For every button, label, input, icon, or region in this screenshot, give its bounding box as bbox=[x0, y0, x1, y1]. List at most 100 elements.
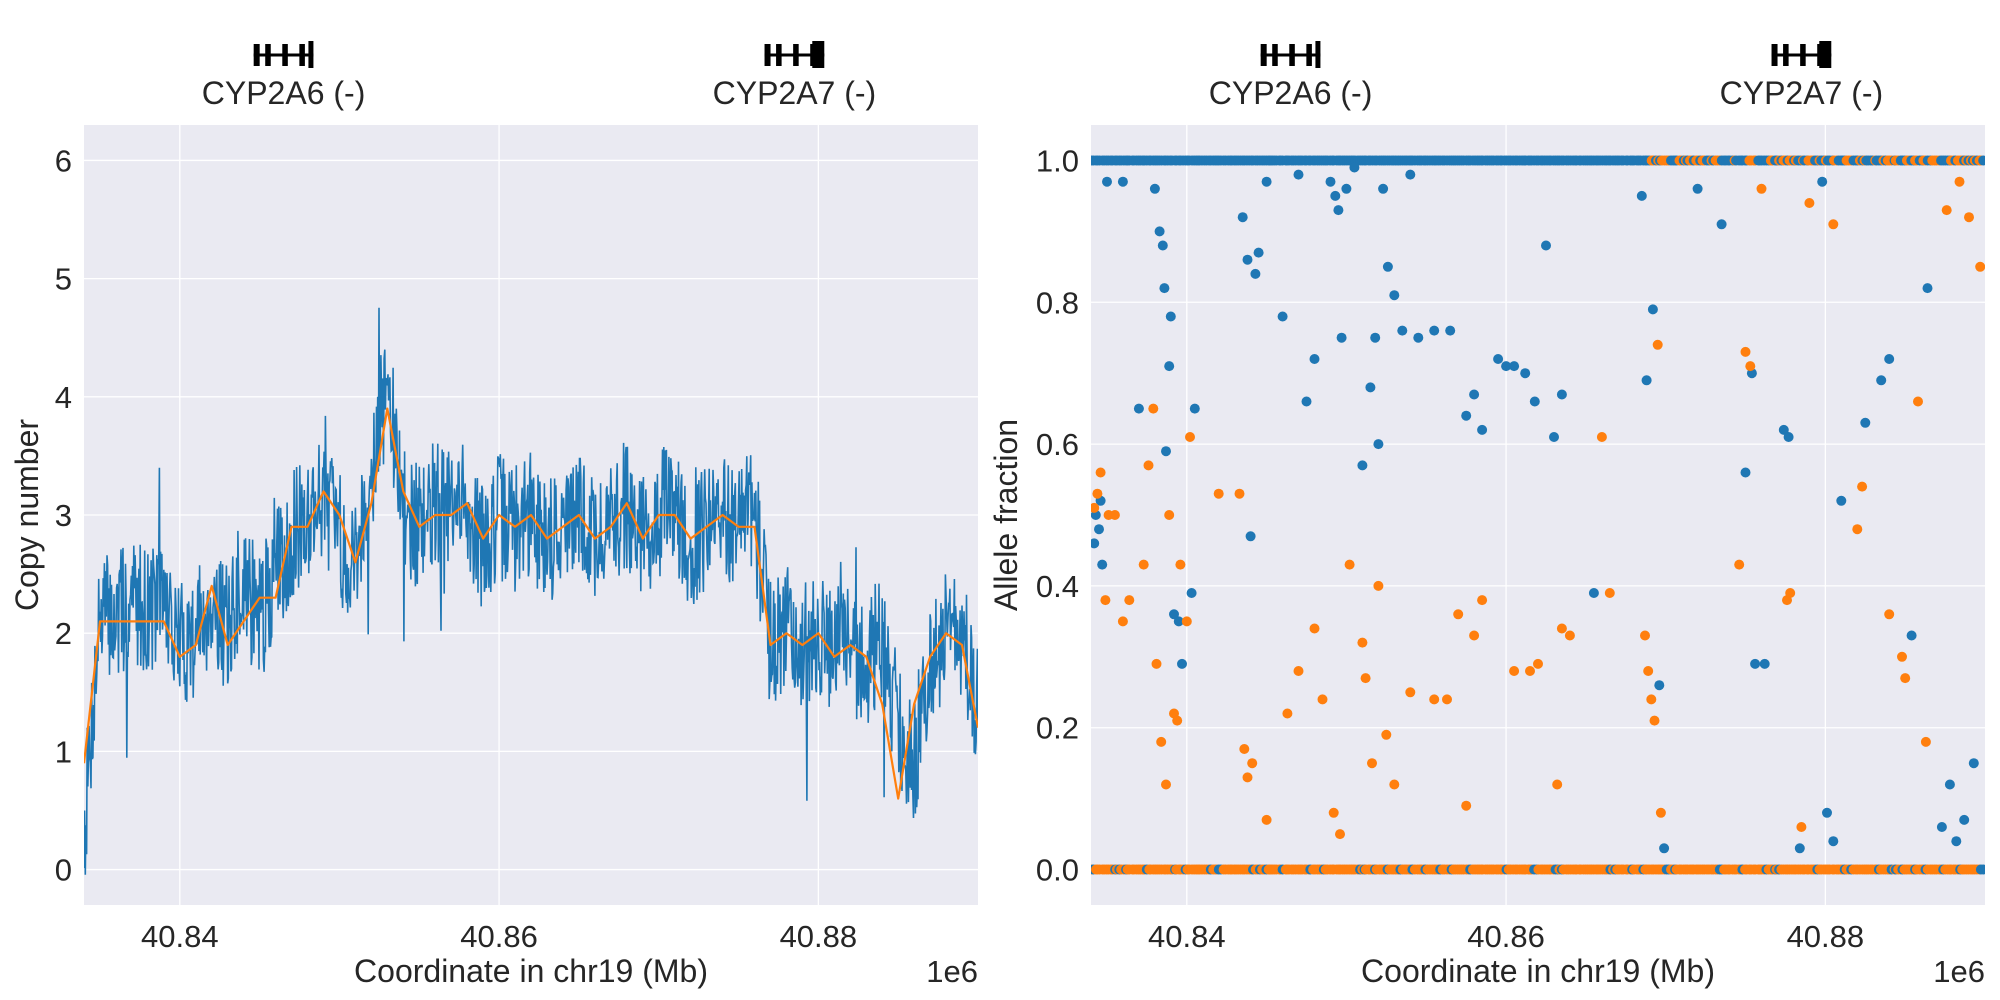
data-layer bbox=[1091, 155, 1985, 875]
allele-point bbox=[1978, 864, 1985, 875]
allele-point bbox=[1716, 219, 1727, 230]
data-layer bbox=[84, 307, 978, 875]
gene-exon bbox=[1289, 44, 1293, 66]
allele-point bbox=[1922, 283, 1933, 294]
allele-point bbox=[1745, 361, 1756, 372]
y-axis-label: Copy number bbox=[9, 419, 45, 611]
allele-point bbox=[1913, 396, 1923, 407]
allele-point bbox=[1095, 467, 1106, 478]
allele-point bbox=[1370, 332, 1381, 343]
allele-point bbox=[1175, 559, 1186, 570]
allele-point bbox=[1493, 354, 1504, 364]
allele-point bbox=[1148, 403, 1159, 414]
allele-point bbox=[1951, 836, 1962, 847]
allele-point bbox=[1335, 829, 1345, 840]
allele-point bbox=[1740, 346, 1751, 357]
x-axis-label: Coordinate in chr19 (Mb) bbox=[1361, 953, 1715, 989]
gene-exon bbox=[284, 44, 288, 66]
allele-point bbox=[1382, 261, 1393, 272]
allele-point bbox=[1138, 559, 1149, 570]
allele-point bbox=[1242, 772, 1253, 783]
gene-exon bbox=[1817, 44, 1821, 66]
gene-exon bbox=[1308, 44, 1312, 66]
allele-point bbox=[1654, 680, 1665, 691]
allele-point bbox=[1959, 814, 1970, 825]
allele-point bbox=[1975, 261, 1985, 272]
allele-point bbox=[1341, 183, 1352, 194]
allele-point bbox=[1509, 361, 1520, 372]
gene-cyp2a6: CYP2A6 (-) bbox=[1209, 41, 1372, 111]
allele-point bbox=[1325, 176, 1336, 187]
allele-point bbox=[1186, 588, 1197, 598]
gene-label: CYP2A7 (-) bbox=[713, 75, 877, 111]
allele-point bbox=[1477, 424, 1488, 435]
gene-exon bbox=[778, 44, 782, 66]
allele-point bbox=[1740, 467, 1751, 478]
allele-point bbox=[1102, 176, 1112, 187]
allele-point bbox=[1860, 417, 1871, 428]
allele-point bbox=[1646, 694, 1657, 705]
allele-point bbox=[1828, 219, 1839, 230]
x-tick-label: 40.84 bbox=[1148, 919, 1226, 954]
y-tick-label: 0.2 bbox=[1036, 711, 1079, 746]
allele-point bbox=[1804, 198, 1815, 208]
allele-point bbox=[1429, 325, 1440, 336]
gene-exon bbox=[795, 44, 799, 66]
allele-point bbox=[1161, 446, 1171, 457]
allele-point bbox=[1900, 673, 1911, 684]
gene-exon bbox=[308, 41, 314, 68]
allele-point bbox=[1920, 736, 1931, 747]
allele-point bbox=[1282, 708, 1293, 719]
allele-point bbox=[1389, 779, 1400, 790]
allele-point bbox=[1759, 658, 1770, 669]
allele-point bbox=[1091, 502, 1100, 513]
allele-point bbox=[1429, 694, 1440, 705]
allele-point bbox=[1852, 524, 1863, 535]
allele-point bbox=[1643, 666, 1654, 676]
allele-point bbox=[1261, 814, 1272, 825]
allele-point bbox=[1453, 609, 1464, 620]
allele-point bbox=[1564, 630, 1575, 641]
gene-exon bbox=[1783, 44, 1787, 66]
allele-point bbox=[1828, 836, 1839, 847]
allele-point bbox=[1588, 588, 1599, 598]
y-tick-label: 0 bbox=[55, 853, 72, 888]
allele-point bbox=[1161, 779, 1171, 790]
allele-point bbox=[1469, 389, 1480, 400]
allele-point bbox=[1944, 779, 1955, 790]
allele-point bbox=[1647, 304, 1658, 315]
allele-point bbox=[1442, 694, 1452, 705]
allele-point bbox=[1876, 375, 1887, 386]
plot-area bbox=[1091, 125, 1985, 905]
allele-point bbox=[1239, 744, 1250, 754]
allele-point bbox=[1978, 155, 1985, 166]
allele-point bbox=[1117, 176, 1128, 187]
allele-point bbox=[1636, 190, 1647, 201]
gene-exon bbox=[265, 44, 269, 66]
allele-point bbox=[1133, 403, 1144, 414]
copy-number-panel: 40.84 40.86 40.88 0 1 2 3 4 5 6 Coordinate in chr1… bbox=[9, 41, 978, 989]
allele-point bbox=[1357, 460, 1368, 471]
y-tick-label: 1 bbox=[55, 734, 72, 769]
allele-point bbox=[1261, 176, 1272, 187]
allele-point bbox=[1177, 658, 1187, 669]
x-offset-label: 1e6 bbox=[1933, 954, 1985, 989]
y-tick-label: 3 bbox=[55, 498, 72, 533]
allele-point bbox=[1185, 432, 1195, 442]
gene-exon bbox=[1306, 44, 1310, 66]
gene-exon bbox=[267, 44, 271, 66]
allele-point bbox=[1461, 410, 1472, 421]
allele-point bbox=[1520, 368, 1531, 379]
allele-point bbox=[1293, 169, 1304, 180]
allele-point bbox=[1151, 658, 1162, 669]
allele-point bbox=[1549, 432, 1559, 442]
allele-point bbox=[1156, 736, 1167, 747]
allele-point bbox=[1165, 311, 1176, 322]
allele-point bbox=[1157, 240, 1168, 251]
allele-point bbox=[1357, 637, 1368, 648]
allele-point bbox=[1783, 432, 1794, 442]
gene-exon bbox=[282, 44, 286, 66]
allele-point bbox=[1659, 843, 1670, 854]
allele-point bbox=[1143, 460, 1154, 471]
